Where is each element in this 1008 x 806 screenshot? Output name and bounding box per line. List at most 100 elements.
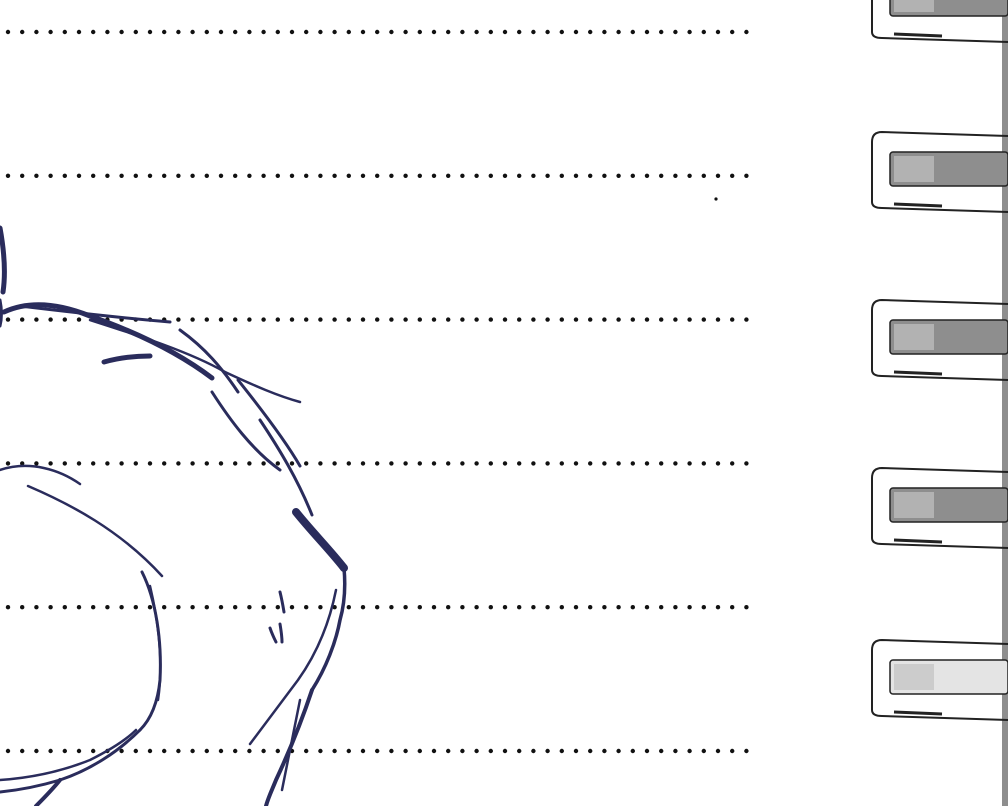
- ruled-line-dot: [275, 29, 280, 35]
- ruled-line-dot: [34, 748, 39, 754]
- ruled-line-dot: [403, 748, 408, 754]
- ruled-line-dot: [318, 461, 323, 466]
- ruled-line-dot: [62, 748, 67, 754]
- ruled-line-dot: [233, 29, 238, 35]
- ruled-line: [5, 748, 749, 754]
- sketch-stroke: [0, 298, 3, 328]
- ruled-line-dot: [431, 317, 437, 322]
- ruled-line-dot: [318, 317, 323, 322]
- ruled-line-dot: [346, 461, 351, 466]
- ruled-line-dot: [531, 173, 536, 178]
- ruled-line-dot: [346, 317, 351, 322]
- binding-ring-outline: [871, 0, 1008, 43]
- ruled-line-dot: [304, 461, 309, 466]
- ruled-line-dot: [247, 317, 252, 322]
- ruled-line-dot: [48, 748, 53, 754]
- ruled-line-dot: [375, 748, 380, 754]
- paper-speck: [714, 197, 718, 201]
- ruled-line-dot: [616, 748, 621, 754]
- sketch-stroke: [0, 464, 82, 486]
- ruled-line-dot: [119, 29, 124, 35]
- binding-ring-lip: [893, 32, 943, 38]
- ruled-line-dot: [162, 173, 167, 178]
- sketch-stroke: [178, 328, 240, 394]
- ruled-line-dot: [91, 605, 96, 610]
- binding-ring: [871, 0, 1008, 43]
- ruled-line-dot: [48, 29, 53, 35]
- ruled-line-dot: [346, 605, 351, 610]
- ruled-line: [5, 29, 749, 35]
- ruled-line-dot: [218, 605, 224, 610]
- ruled-line-dot: [644, 317, 650, 322]
- sketch-stroke: [280, 698, 302, 792]
- ruled-line-dot: [545, 605, 550, 610]
- ruled-line-dot: [659, 748, 664, 754]
- binding-ring-outline: [871, 130, 1008, 213]
- ruled-line-dot: [289, 461, 295, 466]
- ruled-line-dot: [275, 173, 280, 178]
- ruled-line-dot: [289, 605, 295, 610]
- ruled-line-dot: [701, 29, 706, 35]
- ruled-line-dot: [659, 461, 664, 466]
- ruled-line-dot: [76, 173, 82, 178]
- sketch-stroke: [310, 566, 347, 692]
- ruled-line-dot: [76, 461, 82, 466]
- ruled-line-dot: [744, 748, 749, 754]
- ruled-line-dot: [204, 748, 209, 754]
- binding-ring-lip: [893, 202, 943, 208]
- ruled-line-dot: [190, 461, 195, 466]
- ruled-line-dot: [431, 461, 437, 466]
- ruled-line-dot: [119, 461, 124, 466]
- ruled-line: [5, 605, 749, 610]
- ruled-line-dot: [630, 605, 635, 610]
- ruled-line-dot: [360, 605, 366, 610]
- binding-ring-lip: [893, 370, 943, 376]
- sketch-stroke: [264, 688, 314, 806]
- ruled-line-dot: [417, 173, 422, 178]
- ruled-line-dot: [76, 29, 82, 35]
- ruled-line-dot: [375, 317, 380, 322]
- sketch-stroke: [0, 225, 7, 295]
- ruled-line-dot: [730, 461, 735, 466]
- ruled-line-dot: [5, 29, 11, 35]
- ruled-line-dot: [289, 173, 295, 178]
- ruled-line-dot: [602, 461, 607, 466]
- ruled-line: [5, 173, 749, 178]
- sketch-stroke: [258, 418, 314, 517]
- ruled-line-dot: [133, 605, 138, 610]
- ruled-line-dot: [431, 173, 437, 178]
- ruled-line-dot: [48, 317, 53, 322]
- ruled-line-dot: [218, 461, 224, 466]
- ruled-line-dot: [5, 748, 11, 754]
- ruled-line-dot: [62, 461, 67, 466]
- sketch-stroke: [34, 778, 62, 806]
- ruled-line-dot: [616, 605, 621, 610]
- ruled-line-dot: [545, 461, 550, 466]
- ruled-line-dot: [446, 173, 451, 178]
- ruled-line-dot: [630, 173, 635, 178]
- ruled-line-dot: [545, 748, 550, 754]
- ruled-line-dot: [616, 29, 621, 35]
- ruled-line-dot: [644, 29, 650, 35]
- ruled-line-dot: [162, 748, 167, 754]
- ruled-line-dot: [218, 29, 224, 35]
- ruled-line-dot: [204, 461, 209, 466]
- ruled-line-dot: [659, 605, 664, 610]
- ruled-line-dot: [715, 173, 721, 178]
- ruled-line-dot: [162, 461, 167, 466]
- ruled-line-dot: [176, 748, 181, 754]
- ruled-line-dot: [460, 173, 465, 178]
- ink-sketch-icon: [0, 225, 348, 806]
- ruled-line-dot: [545, 317, 550, 322]
- ruled-lines: [5, 29, 749, 754]
- ruled-line-dot: [588, 317, 593, 322]
- ruled-line-dot: [715, 29, 721, 35]
- ruled-line-dot: [261, 461, 266, 466]
- ruled-line-dot: [5, 317, 11, 322]
- ruled-line-dot: [687, 173, 692, 178]
- ruled-line-dot: [346, 748, 351, 754]
- ruled-line-dot: [446, 461, 451, 466]
- ruled-line-dot: [332, 461, 337, 466]
- ruled-line-dot: [346, 173, 351, 178]
